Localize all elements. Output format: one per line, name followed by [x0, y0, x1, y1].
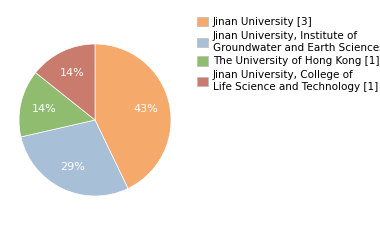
- Text: 14%: 14%: [60, 68, 85, 78]
- Text: 43%: 43%: [133, 103, 158, 114]
- Wedge shape: [36, 44, 95, 120]
- Text: 29%: 29%: [60, 162, 85, 172]
- Wedge shape: [19, 73, 95, 137]
- Wedge shape: [21, 120, 128, 196]
- Legend: Jinan University [3], Jinan University, Institute of
Groundwater and Earth Scien: Jinan University [3], Jinan University, …: [195, 15, 380, 94]
- Text: 14%: 14%: [32, 103, 57, 114]
- Wedge shape: [95, 44, 171, 188]
